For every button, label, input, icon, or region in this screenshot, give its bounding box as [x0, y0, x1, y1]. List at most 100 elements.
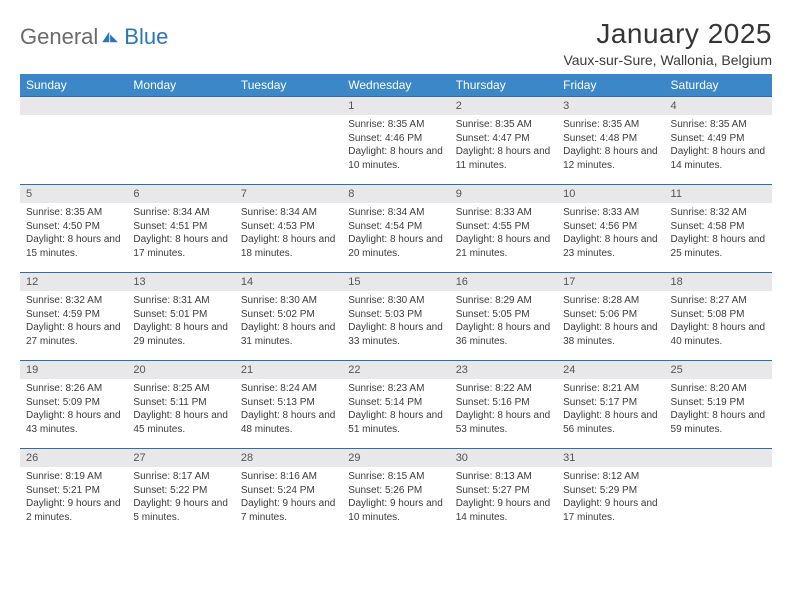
day-cell: 21Sunrise: 8:24 AMSunset: 5:13 PMDayligh… — [235, 361, 342, 449]
calendar-table: Sunday Monday Tuesday Wednesday Thursday… — [20, 74, 772, 537]
day-cell: 10Sunrise: 8:33 AMSunset: 4:56 PMDayligh… — [557, 185, 664, 273]
day-number: 16 — [450, 273, 557, 291]
day-body: Sunrise: 8:30 AMSunset: 5:02 PMDaylight:… — [235, 291, 342, 352]
day-body: Sunrise: 8:28 AMSunset: 5:06 PMDaylight:… — [557, 291, 664, 352]
sunrise-text: Sunrise: 8:17 AM — [133, 470, 228, 484]
day-cell: 5Sunrise: 8:35 AMSunset: 4:50 PMDaylight… — [20, 185, 127, 273]
day-number — [235, 97, 342, 115]
day-body: Sunrise: 8:20 AMSunset: 5:19 PMDaylight:… — [665, 379, 772, 440]
sunrise-text: Sunrise: 8:33 AM — [456, 206, 551, 220]
sunset-text: Sunset: 4:48 PM — [563, 132, 658, 146]
sunrise-text: Sunrise: 8:27 AM — [671, 294, 766, 308]
daylight-text: Daylight: 9 hours and 7 minutes. — [241, 497, 336, 524]
day-number — [665, 449, 772, 467]
daylight-text: Daylight: 8 hours and 10 minutes. — [348, 145, 443, 172]
day-number: 20 — [127, 361, 234, 379]
sunset-text: Sunset: 4:56 PM — [563, 220, 658, 234]
sunset-text: Sunset: 5:14 PM — [348, 396, 443, 410]
sunrise-text: Sunrise: 8:19 AM — [26, 470, 121, 484]
day-body: Sunrise: 8:33 AMSunset: 4:55 PMDaylight:… — [450, 203, 557, 264]
daylight-text: Daylight: 8 hours and 40 minutes. — [671, 321, 766, 348]
logo-text-general: General — [20, 24, 98, 50]
sunrise-text: Sunrise: 8:30 AM — [348, 294, 443, 308]
day-body: Sunrise: 8:13 AMSunset: 5:27 PMDaylight:… — [450, 467, 557, 528]
day-body: Sunrise: 8:25 AMSunset: 5:11 PMDaylight:… — [127, 379, 234, 440]
sunset-text: Sunset: 4:51 PM — [133, 220, 228, 234]
day-body: Sunrise: 8:32 AMSunset: 4:59 PMDaylight:… — [20, 291, 127, 352]
daylight-text: Daylight: 8 hours and 18 minutes. — [241, 233, 336, 260]
daylight-text: Daylight: 8 hours and 25 minutes. — [671, 233, 766, 260]
day-cell — [127, 97, 234, 185]
day-number: 26 — [20, 449, 127, 467]
daylight-text: Daylight: 8 hours and 31 minutes. — [241, 321, 336, 348]
week-row: 19Sunrise: 8:26 AMSunset: 5:09 PMDayligh… — [20, 361, 772, 449]
sunset-text: Sunset: 4:55 PM — [456, 220, 551, 234]
sunrise-text: Sunrise: 8:22 AM — [456, 382, 551, 396]
day-number: 15 — [342, 273, 449, 291]
daylight-text: Daylight: 9 hours and 10 minutes. — [348, 497, 443, 524]
sunset-text: Sunset: 5:05 PM — [456, 308, 551, 322]
sunrise-text: Sunrise: 8:20 AM — [671, 382, 766, 396]
dow-thursday: Thursday — [450, 74, 557, 97]
day-cell: 26Sunrise: 8:19 AMSunset: 5:21 PMDayligh… — [20, 449, 127, 537]
week-row: 1Sunrise: 8:35 AMSunset: 4:46 PMDaylight… — [20, 97, 772, 185]
day-number: 27 — [127, 449, 234, 467]
daylight-text: Daylight: 8 hours and 45 minutes. — [133, 409, 228, 436]
day-number: 8 — [342, 185, 449, 203]
day-number: 3 — [557, 97, 664, 115]
day-body: Sunrise: 8:35 AMSunset: 4:49 PMDaylight:… — [665, 115, 772, 176]
daylight-text: Daylight: 8 hours and 33 minutes. — [348, 321, 443, 348]
daylight-text: Daylight: 8 hours and 21 minutes. — [456, 233, 551, 260]
daylight-text: Daylight: 9 hours and 17 minutes. — [563, 497, 658, 524]
sunset-text: Sunset: 5:01 PM — [133, 308, 228, 322]
day-body: Sunrise: 8:24 AMSunset: 5:13 PMDaylight:… — [235, 379, 342, 440]
day-cell: 14Sunrise: 8:30 AMSunset: 5:02 PMDayligh… — [235, 273, 342, 361]
daylight-text: Daylight: 8 hours and 36 minutes. — [456, 321, 551, 348]
day-cell: 18Sunrise: 8:27 AMSunset: 5:08 PMDayligh… — [665, 273, 772, 361]
sunset-text: Sunset: 4:59 PM — [26, 308, 121, 322]
sunrise-text: Sunrise: 8:32 AM — [26, 294, 121, 308]
sunset-text: Sunset: 5:02 PM — [241, 308, 336, 322]
day-number: 11 — [665, 185, 772, 203]
day-number: 30 — [450, 449, 557, 467]
day-number: 1 — [342, 97, 449, 115]
sunrise-text: Sunrise: 8:33 AM — [563, 206, 658, 220]
day-cell: 20Sunrise: 8:25 AMSunset: 5:11 PMDayligh… — [127, 361, 234, 449]
daylight-text: Daylight: 9 hours and 14 minutes. — [456, 497, 551, 524]
sunset-text: Sunset: 4:58 PM — [671, 220, 766, 234]
day-body: Sunrise: 8:16 AMSunset: 5:24 PMDaylight:… — [235, 467, 342, 528]
day-body: Sunrise: 8:29 AMSunset: 5:05 PMDaylight:… — [450, 291, 557, 352]
day-number: 23 — [450, 361, 557, 379]
day-cell: 19Sunrise: 8:26 AMSunset: 5:09 PMDayligh… — [20, 361, 127, 449]
day-body: Sunrise: 8:30 AMSunset: 5:03 PMDaylight:… — [342, 291, 449, 352]
daylight-text: Daylight: 8 hours and 43 minutes. — [26, 409, 121, 436]
month-title: January 2025 — [563, 18, 772, 50]
day-number: 7 — [235, 185, 342, 203]
day-number: 22 — [342, 361, 449, 379]
daylight-text: Daylight: 9 hours and 5 minutes. — [133, 497, 228, 524]
day-cell: 12Sunrise: 8:32 AMSunset: 4:59 PMDayligh… — [20, 273, 127, 361]
day-number: 24 — [557, 361, 664, 379]
day-number: 25 — [665, 361, 772, 379]
sunset-text: Sunset: 5:29 PM — [563, 484, 658, 498]
day-body: Sunrise: 8:31 AMSunset: 5:01 PMDaylight:… — [127, 291, 234, 352]
sunset-text: Sunset: 5:11 PM — [133, 396, 228, 410]
day-cell: 15Sunrise: 8:30 AMSunset: 5:03 PMDayligh… — [342, 273, 449, 361]
week-row: 26Sunrise: 8:19 AMSunset: 5:21 PMDayligh… — [20, 449, 772, 537]
day-number: 21 — [235, 361, 342, 379]
day-body: Sunrise: 8:35 AMSunset: 4:47 PMDaylight:… — [450, 115, 557, 176]
day-number — [127, 97, 234, 115]
day-body: Sunrise: 8:21 AMSunset: 5:17 PMDaylight:… — [557, 379, 664, 440]
sunrise-text: Sunrise: 8:25 AM — [133, 382, 228, 396]
daylight-text: Daylight: 8 hours and 23 minutes. — [563, 233, 658, 260]
dow-sunday: Sunday — [20, 74, 127, 97]
day-cell: 2Sunrise: 8:35 AMSunset: 4:47 PMDaylight… — [450, 97, 557, 185]
location-text: Vaux-sur-Sure, Wallonia, Belgium — [563, 52, 772, 68]
daylight-text: Daylight: 8 hours and 14 minutes. — [671, 145, 766, 172]
day-cell: 29Sunrise: 8:15 AMSunset: 5:26 PMDayligh… — [342, 449, 449, 537]
daylight-text: Daylight: 8 hours and 27 minutes. — [26, 321, 121, 348]
day-cell: 24Sunrise: 8:21 AMSunset: 5:17 PMDayligh… — [557, 361, 664, 449]
day-number: 17 — [557, 273, 664, 291]
sunset-text: Sunset: 5:09 PM — [26, 396, 121, 410]
day-body: Sunrise: 8:35 AMSunset: 4:48 PMDaylight:… — [557, 115, 664, 176]
